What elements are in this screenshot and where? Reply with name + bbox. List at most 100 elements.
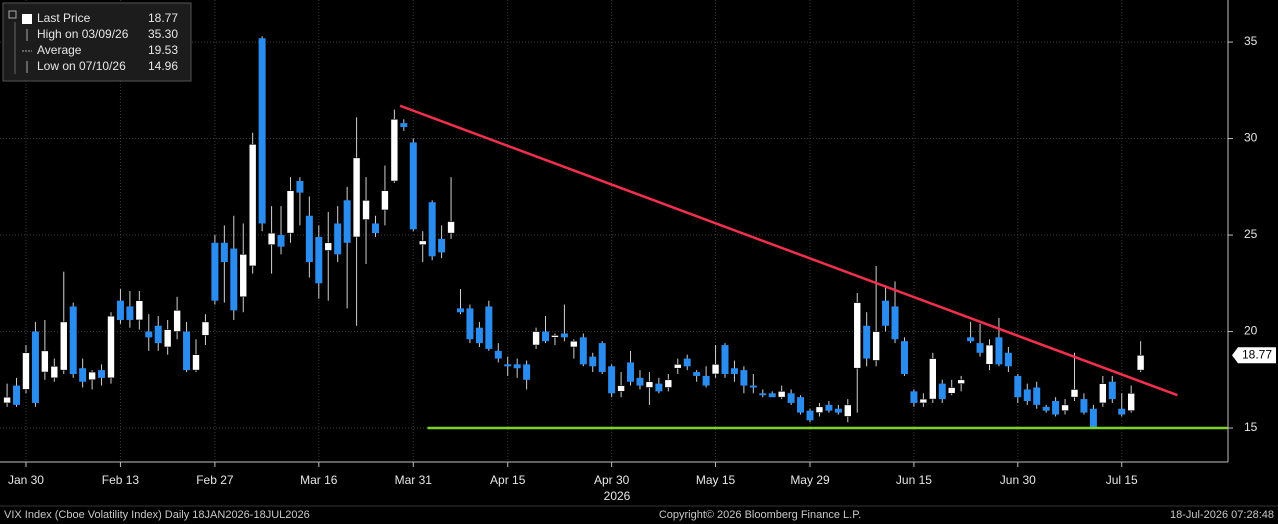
- candle-down: [1023, 389, 1031, 402]
- candles: [3, 36, 1228, 430]
- footer-right: 18-Jul-2026 07:28:48: [1170, 509, 1274, 521]
- candle-down: [258, 38, 266, 224]
- candle-down: [428, 202, 436, 257]
- x-tick-label: May 15: [696, 473, 736, 487]
- candle-down: [315, 236, 323, 284]
- candle-down: [655, 383, 663, 392]
- y-tick-label: 20: [1244, 324, 1258, 338]
- candle-up: [1070, 389, 1079, 398]
- candle-up: [135, 300, 144, 321]
- candle-down: [116, 300, 124, 320]
- candle-down: [31, 331, 39, 403]
- x-tick-label: Mar 16: [300, 473, 338, 487]
- legend-value: 18.77: [148, 11, 178, 25]
- candle-down: [79, 368, 87, 382]
- candle-down: [98, 370, 106, 378]
- x-tick-label: Jun 15: [896, 473, 932, 487]
- candle-up: [352, 157, 361, 238]
- candle-down: [579, 337, 587, 365]
- candle-up: [88, 371, 96, 381]
- x-tick-label: Jan 30: [8, 473, 44, 487]
- candle-up: [163, 329, 172, 348]
- candle-down: [834, 408, 842, 413]
- candle-down: [976, 343, 984, 353]
- candle-down: [768, 393, 776, 398]
- candle-down: [305, 215, 313, 263]
- candle-down: [69, 306, 77, 374]
- candle-up: [59, 321, 68, 371]
- candle-down: [1080, 399, 1088, 413]
- last-price-label: 18.77: [1242, 347, 1272, 361]
- candle-up: [617, 385, 625, 392]
- last-price-pointer: [1232, 347, 1276, 364]
- candle-down: [475, 327, 483, 344]
- candle-up: [957, 379, 965, 384]
- candle-down: [910, 391, 918, 403]
- candle-down: [608, 366, 616, 394]
- candle-up: [777, 391, 786, 398]
- candle-down: [400, 123, 408, 127]
- y-tick-label: 15: [1244, 420, 1258, 434]
- candle-up: [872, 331, 880, 361]
- candle-down: [154, 325, 162, 344]
- candle-down: [787, 393, 795, 403]
- legend-value: 14.96: [148, 59, 178, 73]
- x-tick-label: May 29: [790, 473, 830, 487]
- trend-line: [399, 104, 1178, 397]
- legend-label: Low on 07/10/26: [37, 59, 126, 73]
- candle-down: [589, 356, 597, 367]
- candle-down: [1033, 387, 1041, 405]
- candle-up: [1099, 383, 1107, 404]
- candle-down: [183, 331, 191, 371]
- footer-center: Copyright© 2026 Bloomberg Finance L.P.: [659, 509, 861, 521]
- candle-up: [286, 190, 295, 234]
- candle-up: [267, 232, 276, 246]
- candle-down: [891, 306, 899, 340]
- candle-down: [627, 362, 635, 382]
- candle-up: [3, 396, 11, 404]
- candle-down: [13, 385, 21, 405]
- candle-down: [296, 181, 304, 193]
- candle-down: [900, 341, 908, 374]
- candle-up: [50, 365, 59, 379]
- legend: Last Price 18.77 High on 03/09/26 35.30 …: [2, 2, 192, 82]
- x-tick-label: Apr 30: [594, 473, 630, 487]
- candle-up: [985, 344, 994, 365]
- candle-down: [759, 393, 767, 396]
- y-tick-label: 30: [1244, 131, 1258, 145]
- candle-down: [995, 337, 1003, 365]
- candle-up: [664, 379, 673, 388]
- candle-down: [334, 223, 342, 255]
- candle-up: [324, 242, 333, 251]
- candle-down: [211, 242, 219, 301]
- candle-down: [1042, 406, 1050, 411]
- legend-label: Last Price: [37, 11, 91, 25]
- candle-down: [126, 306, 134, 320]
- candle-down: [938, 383, 946, 400]
- candle-up: [815, 406, 824, 413]
- candle-up: [947, 387, 956, 394]
- legend-icon: [22, 14, 32, 24]
- candle-up: [201, 321, 210, 336]
- x-tick-label: Feb 13: [102, 473, 140, 487]
- x-tick-label: Feb 27: [196, 473, 234, 487]
- candle-up: [853, 302, 862, 369]
- candle-up: [843, 404, 852, 417]
- candle-down: [1014, 375, 1022, 398]
- candle-down: [504, 364, 512, 367]
- candle-up: [711, 364, 720, 375]
- year-label: 2026: [604, 489, 631, 503]
- x-tick-label: Mar 31: [395, 473, 433, 487]
- legend-value: 19.53: [148, 43, 178, 57]
- candle-down: [542, 331, 550, 342]
- candle-up: [239, 254, 248, 298]
- candle-down: [485, 306, 493, 349]
- candle-up: [532, 331, 540, 346]
- legend-label: High on 03/09/26: [37, 27, 129, 41]
- candle-down: [1118, 408, 1126, 415]
- x-tick-label: Apr 15: [490, 473, 526, 487]
- candle-up: [418, 240, 427, 246]
- footer-left: VIX Index (Cboe Volatility Index) Daily …: [4, 509, 310, 521]
